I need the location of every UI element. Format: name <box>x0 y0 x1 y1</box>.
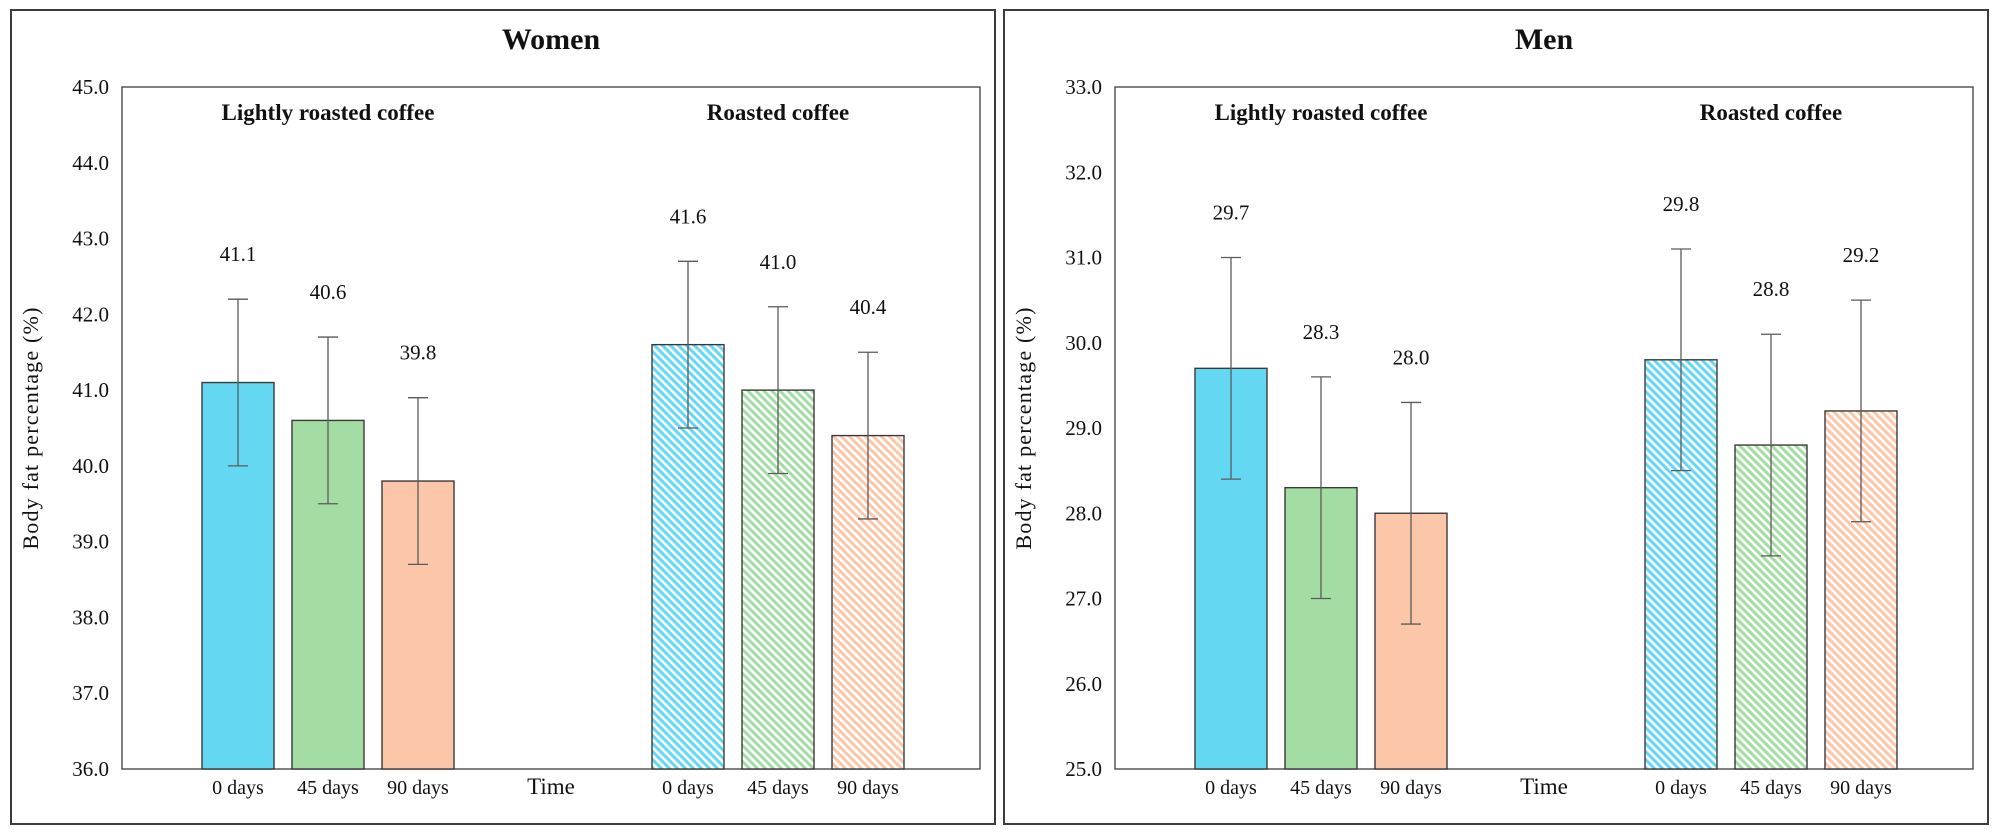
x-tick-label-women-lightly-roasted-coffee-90-days: 90 days <box>387 777 449 799</box>
error-bar-women-lightly-roasted-coffee-45-days <box>318 336 338 505</box>
y-tick-label: 41.0 <box>72 378 109 402</box>
group-label-roasted-coffee: Roasted coffee <box>1700 100 1842 125</box>
value-label-men-roasted-coffee-90-days: 29.2 <box>1843 243 1880 267</box>
x-tick-label-men-roasted-coffee-0-days: 0 days <box>1655 777 1707 799</box>
x-tick-label-women-lightly-roasted-coffee-45-days: 45 days <box>297 777 359 799</box>
x-tick-label-men-lightly-roasted-coffee-90-days: 90 days <box>1380 777 1442 799</box>
x-tick-label-women-roasted-coffee-90-days: 90 days <box>837 777 899 799</box>
y-tick-label: 27.0 <box>1065 587 1102 611</box>
value-label-women-lightly-roasted-coffee-45-days: 40.6 <box>310 280 347 304</box>
group-label-lightly-roasted-coffee: Lightly roasted coffee <box>222 100 435 125</box>
y-tick-label: 37.0 <box>72 681 109 705</box>
y-axis-title: Body fat percentage (%) <box>1011 306 1036 549</box>
error-bar-women-roasted-coffee-45-days <box>768 306 788 475</box>
y-axis-title: Body fat percentage (%) <box>18 306 43 549</box>
value-label-men-roasted-coffee-0-days: 29.8 <box>1663 192 1700 216</box>
bar-women-lightly-roasted-coffee-90-days <box>381 480 455 770</box>
value-label-men-roasted-coffee-45-days: 28.8 <box>1753 277 1790 301</box>
value-label-men-lightly-roasted-coffee-45-days: 28.3 <box>1303 320 1340 344</box>
error-bar-women-lightly-roasted-coffee-0-days <box>228 298 248 467</box>
x-tick-label-women-lightly-roasted-coffee-0-days: 0 days <box>212 777 264 799</box>
value-label-men-lightly-roasted-coffee-0-days: 29.7 <box>1213 201 1250 225</box>
error-bar-men-lightly-roasted-coffee-45-days <box>1311 376 1331 600</box>
value-label-women-lightly-roasted-coffee-0-days: 41.1 <box>220 242 257 266</box>
y-tick-label: 38.0 <box>72 605 109 629</box>
x-tick-label-men-roasted-coffee-90-days: 90 days <box>1830 777 1892 799</box>
y-tick-label: 39.0 <box>72 530 109 554</box>
x-tick-label-men-lightly-roasted-coffee-0-days: 0 days <box>1205 777 1257 799</box>
error-bar-women-roasted-coffee-0-days <box>678 260 698 429</box>
error-bar-men-roasted-coffee-90-days <box>1851 299 1871 523</box>
women-plot-border <box>121 86 981 770</box>
error-bar-women-lightly-roasted-coffee-90-days <box>408 397 428 566</box>
men-panel: Men 33.0 32.0 31.0 30.0 29.0 28.0 27.0 26.0 25.0… <box>1003 9 1989 825</box>
men-plot-border <box>1114 86 1974 770</box>
y-tick-label: 44.0 <box>72 151 109 175</box>
y-tick-label: 25.0 <box>1065 757 1102 781</box>
y-tick-label: 40.0 <box>72 454 109 478</box>
x-axis-title: Time <box>1520 774 1568 799</box>
x-tick-label-men-lightly-roasted-coffee-45-days: 45 days <box>1290 777 1352 799</box>
men-chart-canvas: 33.0 32.0 31.0 30.0 29.0 28.0 27.0 26.0 25.0 Body… <box>1011 75 1974 799</box>
error-bar-men-lightly-roasted-coffee-90-days <box>1401 401 1421 625</box>
y-tick-label: 42.0 <box>72 302 109 326</box>
women-chart-title: Women <box>501 23 601 56</box>
x-tick-label-women-roasted-coffee-45-days: 45 days <box>747 777 809 799</box>
women-panel: Women 45.0 44.0 43.0 42.0 41.0 40.0 39.0 38.0 37… <box>10 9 996 825</box>
y-tick-label: 28.0 <box>1065 501 1102 525</box>
value-label-women-roasted-coffee-45-days: 41.0 <box>760 250 797 274</box>
error-bar-men-lightly-roasted-coffee-0-days <box>1221 256 1241 480</box>
y-tick-label: 29.0 <box>1065 416 1102 440</box>
men-chart-title: Men <box>1514 23 1574 56</box>
y-tick-label: 30.0 <box>1065 331 1102 355</box>
x-axis-title: Time <box>527 774 575 799</box>
x-tick-label-women-roasted-coffee-0-days: 0 days <box>662 777 714 799</box>
women-chart-canvas: 45.0 44.0 43.0 42.0 41.0 40.0 39.0 38.0 37.0 36.0… <box>18 75 981 799</box>
y-tick-label: 32.0 <box>1065 160 1102 184</box>
x-tick-label-men-roasted-coffee-45-days: 45 days <box>1740 777 1802 799</box>
value-label-women-roasted-coffee-90-days: 40.4 <box>850 295 887 319</box>
y-tick-label: 43.0 <box>72 227 109 251</box>
y-tick-label: 36.0 <box>72 757 109 781</box>
value-label-women-roasted-coffee-0-days: 41.6 <box>670 204 707 228</box>
group-label-roasted-coffee: Roasted coffee <box>707 100 849 125</box>
y-tick-label: 26.0 <box>1065 672 1102 696</box>
error-bar-men-roasted-coffee-0-days <box>1671 248 1691 472</box>
error-bar-men-roasted-coffee-45-days <box>1761 333 1781 557</box>
y-tick-label: 45.0 <box>72 75 109 99</box>
value-label-women-lightly-roasted-coffee-90-days: 39.8 <box>400 341 437 365</box>
group-label-lightly-roasted-coffee: Lightly roasted coffee <box>1215 100 1428 125</box>
y-tick-label: 33.0 <box>1065 75 1102 99</box>
value-label-men-lightly-roasted-coffee-90-days: 28.0 <box>1393 345 1430 369</box>
error-bar-women-roasted-coffee-90-days <box>858 351 878 520</box>
y-tick-label: 31.0 <box>1065 246 1102 270</box>
